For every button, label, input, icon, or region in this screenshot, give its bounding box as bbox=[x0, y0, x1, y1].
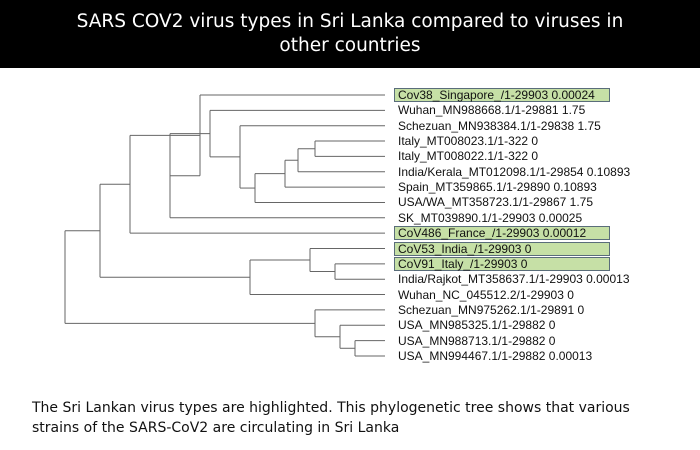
tree-leaf-label: Italy_MT008023.1/1-322 0 bbox=[398, 134, 539, 149]
tree-leaf-label: CoV91_Italy_/1-29903 0 bbox=[398, 256, 528, 271]
tree-leaf-label: SK_MT039890.1/1-29903 0.00025 bbox=[398, 210, 583, 225]
highlight-box bbox=[394, 88, 610, 102]
tree-leaf-label: Italy_MT008022.1/1-322 0 bbox=[398, 149, 539, 164]
caption: The Sri Lankan virus types are highlight… bbox=[32, 400, 630, 436]
highlight-box bbox=[394, 226, 610, 241]
highlight-box bbox=[394, 256, 610, 271]
tree-leaf-label: Schezuan_MN975262.1/1-29891 0 bbox=[398, 302, 585, 317]
tree-leaf-label: Wuhan_NC_045512.2/1-29903 0 bbox=[398, 287, 574, 302]
highlight-box bbox=[394, 241, 610, 256]
tree-leaf-label: Spain_MT359865.1/1-29890 0.10893 bbox=[398, 180, 597, 195]
tree-leaf-label: Wuhan_MN988668.1/1-29881 1.75 bbox=[398, 103, 586, 118]
tree-leaf-label: Schezuan_MN938384.1/1-29838 1.75 bbox=[398, 118, 601, 133]
phylogenetic-tree bbox=[64, 94, 385, 357]
tree-leaf-label: USA_MN985325.1/1-29882 0 bbox=[398, 318, 556, 333]
tree-leaf-label: CoV486_France_/1-29903 0.00012 bbox=[398, 226, 587, 241]
tree-leaf-label: India/Rajkot_MT358637.1/1-29903 0.00013 bbox=[398, 272, 630, 287]
tree-leaf-label: Cov38_Singapore_/1-29903 0.00024 bbox=[398, 88, 595, 102]
tree-leaf-label: India/Kerala_MT012098.1/1-29854 0.10893 bbox=[398, 164, 631, 179]
tree-leaf-label: USA_MN988713.1/1-29882 0 bbox=[398, 333, 556, 348]
page-title: SARS COV2 virus types in Sri Lanka compa… bbox=[76, 11, 624, 56]
tree-leaf-label: USA/WA_MT358723.1/1-29867 1.75 bbox=[398, 195, 594, 210]
tree-leaf-label: CoV53_India_/1-29903 0 bbox=[398, 241, 532, 256]
title-bar: SARS COV2 virus types in Sri Lanka compa… bbox=[0, 0, 700, 68]
tree-leaf-label: USA_MN994467.1/1-29882 0.00013 bbox=[398, 348, 593, 363]
